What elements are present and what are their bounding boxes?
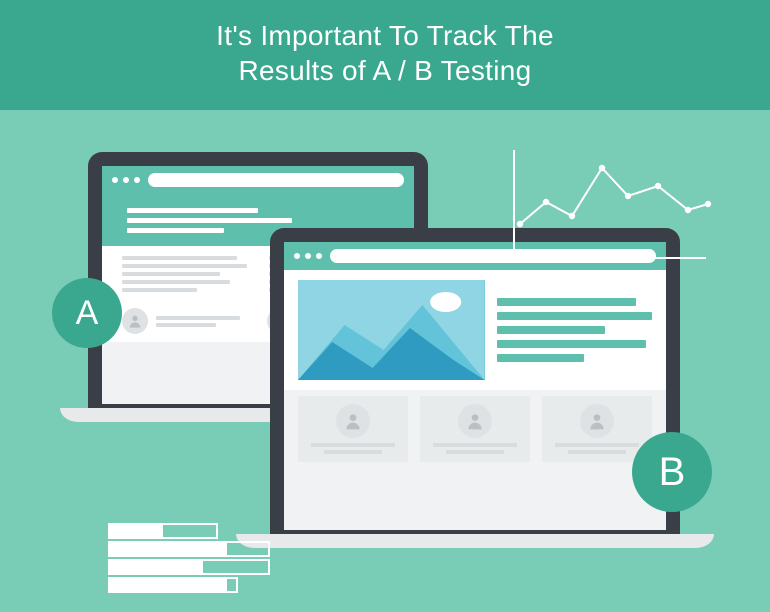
variant-b-badge: B — [632, 432, 712, 512]
dot-icon — [123, 177, 129, 183]
badge-b-label: B — [659, 450, 686, 495]
page-b-cards — [284, 390, 666, 472]
hero-text-block — [497, 280, 652, 380]
profile-card — [542, 396, 652, 462]
user-avatar-icon — [458, 404, 492, 438]
profile-card — [420, 396, 530, 462]
laptop-b-screen — [284, 242, 666, 530]
variant-a-badge: A — [52, 278, 122, 348]
bar-table-icon — [108, 522, 278, 603]
laptop-b-bezel — [270, 228, 680, 534]
dot-icon — [134, 177, 140, 183]
avatar-text-lines — [156, 316, 249, 327]
hero-image-placeholder — [298, 280, 485, 380]
laptop-b-base — [236, 534, 714, 548]
laptop-variant-b — [270, 228, 680, 548]
illustration-canvas: A B — [0, 110, 770, 612]
dot-icon — [294, 253, 300, 259]
page-b — [284, 270, 666, 472]
badge-a-label: A — [76, 294, 99, 333]
browser-chrome-a — [102, 166, 414, 194]
page-title: It's Important To Track The Results of A… — [0, 18, 770, 88]
dot-icon — [305, 253, 311, 259]
window-dots — [112, 177, 140, 183]
url-bar — [148, 173, 404, 187]
page-b-hero — [284, 270, 666, 390]
window-dots — [294, 253, 322, 259]
avatar-row — [122, 308, 249, 334]
user-avatar-icon — [336, 404, 370, 438]
dot-icon — [316, 253, 322, 259]
dot-icon — [112, 177, 118, 183]
user-avatar-icon — [122, 308, 148, 334]
header-banner: It's Important To Track The Results of A… — [0, 0, 770, 110]
profile-card — [298, 396, 408, 462]
title-line-1: It's Important To Track The — [216, 20, 554, 51]
user-avatar-icon — [580, 404, 614, 438]
title-line-2: Results of A / B Testing — [238, 55, 531, 86]
page-a-column — [122, 256, 247, 292]
line-chart-icon — [510, 146, 710, 266]
